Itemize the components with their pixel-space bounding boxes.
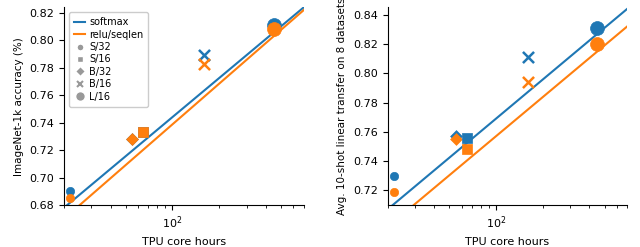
- Point: [138, 130, 148, 134]
- Point: [523, 55, 533, 59]
- X-axis label: TPU core hours: TPU core hours: [142, 237, 226, 247]
- Point: [199, 62, 209, 66]
- Point: [127, 137, 138, 141]
- Point: [592, 26, 602, 30]
- Point: [451, 134, 461, 138]
- Point: [269, 23, 279, 27]
- Point: [389, 174, 399, 178]
- Y-axis label: ImageNet-1k accuracy (%): ImageNet-1k accuracy (%): [14, 37, 24, 176]
- Point: [592, 42, 602, 46]
- Point: [451, 137, 461, 141]
- Point: [462, 147, 472, 151]
- Point: [269, 27, 279, 31]
- Legend: softmax, relu/seqlen, S/32, S/16, B/32, B/16, L/16: softmax, relu/seqlen, S/32, S/16, B/32, …: [69, 12, 148, 106]
- Point: [138, 130, 148, 134]
- Point: [127, 137, 138, 141]
- Point: [65, 189, 76, 193]
- Point: [199, 53, 209, 57]
- Y-axis label: Avg. 10-shot linear transfer on 8 datasets: Avg. 10-shot linear transfer on 8 datase…: [337, 0, 348, 215]
- Point: [523, 80, 533, 84]
- X-axis label: TPU core hours: TPU core hours: [465, 237, 549, 247]
- Point: [462, 136, 472, 140]
- Point: [389, 190, 399, 194]
- Point: [65, 196, 76, 200]
